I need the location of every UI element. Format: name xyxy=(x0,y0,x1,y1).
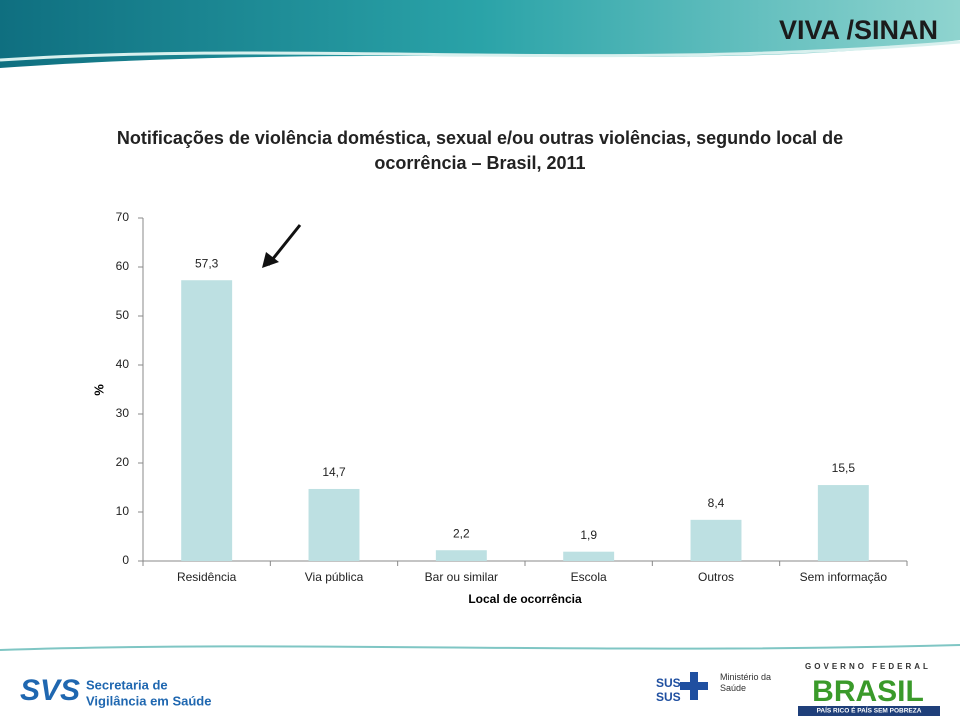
footer-wave xyxy=(0,644,960,651)
gov: GOVERNO FEDERAL xyxy=(805,662,931,671)
ministry: Ministério da Saúde xyxy=(720,672,772,693)
arrow-head xyxy=(262,252,279,268)
header-wave xyxy=(0,40,960,62)
svs-text: Secretaria de xyxy=(86,677,168,692)
ministry-box: Ministério da Saúde xyxy=(720,672,772,693)
motto: PAÍS RICO É PAÍS SEM POBREZA xyxy=(817,706,922,715)
sus-logo: SUS xyxy=(656,676,681,690)
sus-logo: SUS xyxy=(656,690,681,704)
brasil: BRASIL xyxy=(812,675,924,708)
cross xyxy=(680,682,708,690)
header-badge: VIVA /SINAN xyxy=(779,15,938,45)
header-band xyxy=(0,0,960,68)
chart-title: Notificações de violência doméstica, sex… xyxy=(116,128,844,173)
svs-logo: SVS xyxy=(20,674,80,707)
svs-text: Vigilância em Saúde xyxy=(86,693,211,708)
motto-bg xyxy=(798,706,940,716)
